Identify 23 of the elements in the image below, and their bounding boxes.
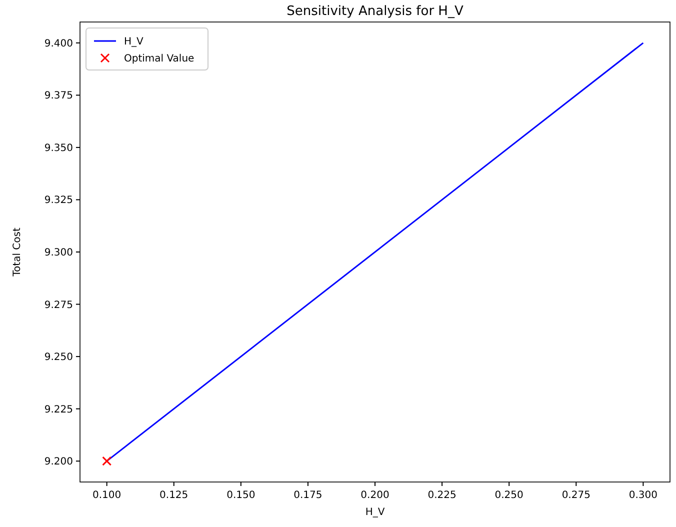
x-axis-title: H_V	[365, 507, 385, 518]
x-tick-label: 0.275	[562, 490, 590, 501]
y-tick-label: 9.225	[44, 404, 73, 416]
y-axis-title: Total Cost	[12, 228, 23, 278]
y-tick-label: 9.325	[44, 195, 73, 206]
x-tick-label: 0.100	[92, 490, 122, 501]
y-tick-label: 9.275	[44, 300, 73, 311]
y-tick-label: 9.250	[44, 352, 73, 364]
y-tick-label: 9.300	[44, 248, 73, 258]
y-tick-label: 9.350	[44, 142, 73, 154]
x-tick-label: 0.250	[494, 490, 524, 501]
x-tick-label: 0.125	[160, 490, 188, 501]
x-tick-label: 0.300	[628, 490, 658, 501]
y-tick-label: 9.375	[44, 90, 73, 102]
y-tick-label: 9.200	[44, 456, 73, 468]
y-tick-label: 9.400	[44, 38, 73, 50]
x-tick-label: 0.200	[360, 490, 390, 501]
chart-title: Sensitivity Analysis for H_V	[286, 4, 464, 19]
legend-label: H_V	[124, 36, 144, 48]
x-tick-label: 0.225	[428, 490, 456, 501]
x-tick-label: 0.150	[226, 490, 256, 501]
legend-label: Optimal Value	[124, 54, 194, 64]
x-tick-label: 0.175	[294, 490, 322, 501]
